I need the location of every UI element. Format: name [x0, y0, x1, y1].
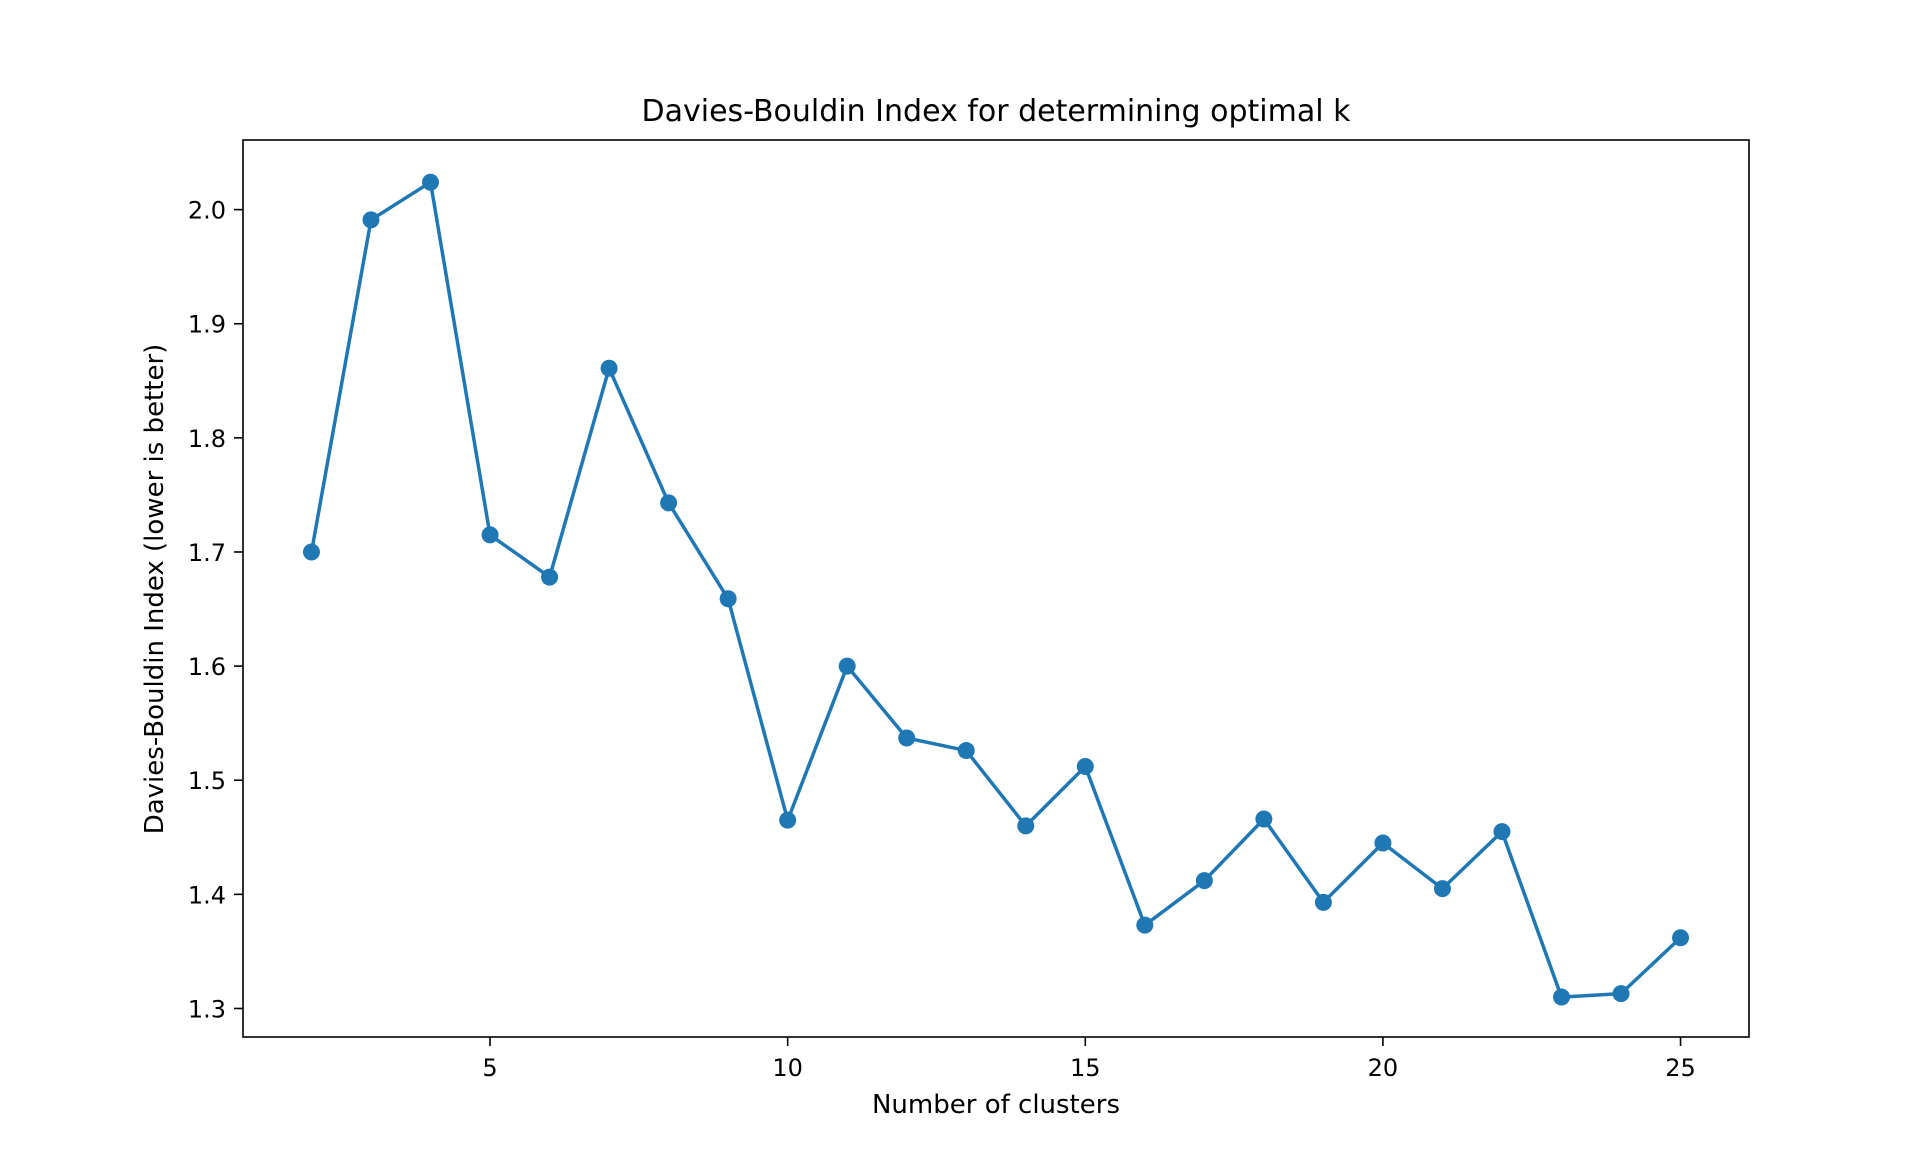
- data-point-k10: [779, 811, 797, 829]
- data-point-k6: [541, 568, 559, 586]
- y-tick-label: 1.9: [188, 311, 226, 339]
- x-tick-label: 5: [482, 1054, 497, 1082]
- data-point-k9: [719, 590, 737, 608]
- y-tick-label: 1.4: [188, 881, 226, 909]
- series-markers: [302, 173, 1690, 1006]
- data-point-k25: [1672, 929, 1690, 947]
- data-point-k12: [898, 729, 916, 747]
- data-point-k18: [1255, 810, 1273, 828]
- data-point-k11: [838, 657, 856, 675]
- data-point-k5: [481, 526, 499, 544]
- y-axis: 1.3 1.4 1.5 1.6 1.7 1.8 1.9 2.0: [188, 197, 243, 1023]
- y-tick-label: 1.3: [188, 995, 226, 1023]
- data-point-k8: [660, 494, 678, 512]
- data-point-k13: [957, 742, 975, 760]
- x-tick-label: 25: [1665, 1054, 1696, 1082]
- y-tick-label: 1.6: [188, 653, 226, 681]
- data-point-k14: [1017, 817, 1035, 835]
- data-point-k2: [302, 543, 320, 561]
- data-point-k3: [362, 211, 380, 229]
- data-point-k7: [600, 359, 618, 377]
- x-tick-label: 10: [772, 1054, 803, 1082]
- data-point-k16: [1136, 916, 1154, 934]
- data-point-k4: [422, 173, 440, 191]
- y-tick-label: 1.7: [188, 539, 226, 567]
- x-tick-label: 20: [1368, 1054, 1399, 1082]
- x-axis-label: Number of clusters: [872, 1090, 1120, 1120]
- data-point-k21: [1433, 880, 1451, 898]
- data-point-k24: [1612, 985, 1630, 1003]
- data-point-k17: [1195, 872, 1213, 890]
- data-point-k23: [1552, 988, 1570, 1006]
- data-point-k22: [1493, 823, 1511, 841]
- y-tick-label: 1.5: [188, 767, 226, 795]
- series-line: [309, 180, 1683, 999]
- x-tick-label: 15: [1070, 1054, 1101, 1082]
- data-point-k20: [1374, 834, 1392, 852]
- y-tick-label: 1.8: [188, 425, 226, 453]
- data-point-k19: [1314, 893, 1332, 911]
- data-point-k15: [1076, 758, 1094, 776]
- x-axis: 5 10 15 20 25: [482, 1037, 1696, 1082]
- y-tick-label: 2.0: [188, 197, 226, 225]
- chart-title: Davies-Bouldin Index for determining opt…: [642, 94, 1352, 129]
- plot-frame: [242, 139, 1750, 1038]
- y-axis-label: Davies-Bouldin Index (lower is better): [140, 344, 170, 835]
